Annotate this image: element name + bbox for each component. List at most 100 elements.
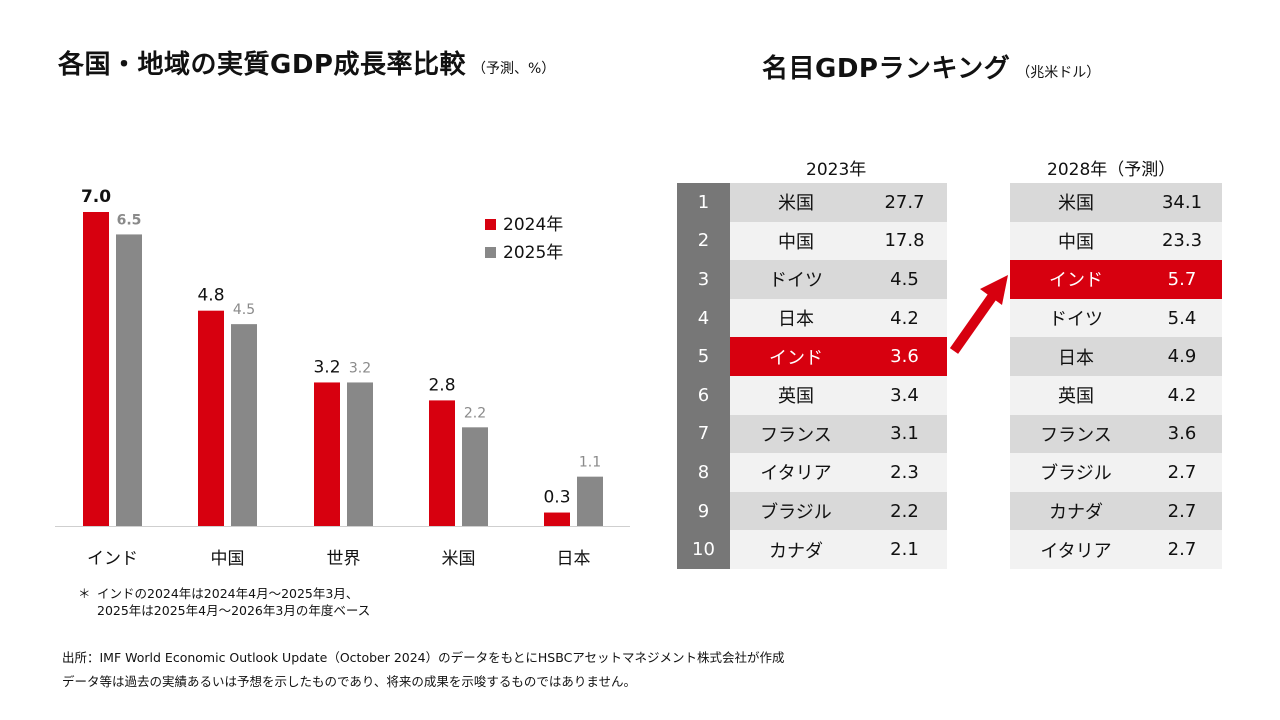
bar-2024-1 [198, 310, 224, 526]
bar-2025-4 [577, 476, 603, 526]
table-row: フランス 3.6 [1010, 414, 1222, 454]
chart-title-unit: （予測、%） [471, 61, 556, 77]
table-row: 英国 4.2 [1010, 376, 1222, 415]
table-row: カナダ 2.7 [1010, 491, 1222, 531]
country-name: ドイツ [730, 260, 862, 299]
legend-swatch-0 [485, 219, 496, 230]
data-label-2025-2: 3.2 [349, 360, 371, 376]
rank-number: 2 [677, 221, 730, 261]
data-label-2025-1: 4.5 [233, 302, 255, 318]
country-name: 中国 [730, 221, 862, 261]
gdp-value: 17.8 [862, 221, 947, 261]
rank-number: 7 [677, 414, 730, 454]
gdp-value: 4.5 [862, 260, 947, 299]
country-name: ドイツ [1010, 298, 1142, 338]
table-row: 8 イタリア 2.3 [677, 453, 947, 492]
source-note: 出所：IMF World Economic Outlook Update（Oct… [62, 650, 785, 665]
table-row: 10 カナダ 2.1 [677, 530, 947, 569]
table-row: ブラジル 2.7 [1010, 453, 1222, 492]
country-name: カナダ [1010, 491, 1142, 531]
table-row: 7 フランス 3.1 [677, 414, 947, 454]
category-label-4: 日本 [557, 549, 591, 569]
data-label-2024-4: 0.3 [543, 488, 570, 508]
table-row: イタリア 2.7 [1010, 530, 1222, 569]
disclaimer: データ等は過去の実績あるいは予想を示したものであり、将来の成果を示唆するものでは… [62, 674, 637, 689]
bar-2025-0 [116, 234, 142, 526]
table-row: 6 英国 3.4 [677, 376, 947, 415]
gdp-value: 4.2 [1142, 376, 1222, 415]
country-name: カナダ [730, 530, 862, 569]
table-row: 日本 4.9 [1010, 337, 1222, 376]
bar-2024-3 [429, 400, 455, 526]
category-label-1: 中国 [211, 549, 245, 569]
ranking-table-2028: 米国 34.1 中国 23.3 インド 5.7 ドイツ 5.4 日本 4.9 英国 4.2 フランス 3.… [1010, 183, 1222, 569]
legend-swatch-1 [485, 247, 496, 258]
gdp-value: 5.7 [1142, 260, 1222, 299]
country-name: 英国 [730, 376, 862, 415]
country-name: ブラジル [1010, 453, 1142, 492]
country-name: フランス [730, 414, 862, 454]
country-name: イタリア [730, 453, 862, 492]
footnote-asterisk: ＊ [78, 586, 91, 601]
ranking-title-unit: （兆米ドル） [1016, 65, 1101, 81]
gdp-value: 2.3 [862, 453, 947, 492]
country-name: 日本 [730, 298, 862, 338]
country-name: 英国 [1010, 376, 1142, 415]
bar-2025-2 [347, 382, 373, 526]
left-title: 各国・地域の実質GDP成長率比較 （予測、%） [58, 44, 555, 81]
country-name: 中国 [1010, 221, 1142, 261]
gdp-growth-bar-chart: 7.0 4.8 3.2 2.8 0.3 6.5 4.5 3.2 2.2 1.1 インド 中国 世界 米国 日… [55, 187, 630, 569]
rank-number: 10 [677, 530, 730, 569]
rank-number: 5 [677, 337, 730, 376]
gdp-value: 2.7 [1142, 491, 1222, 531]
gdp-value: 2.1 [862, 530, 947, 569]
country-name: フランス [1010, 414, 1142, 454]
gdp-value: 2.7 [1142, 453, 1222, 492]
table-row: 4 日本 4.2 [677, 298, 947, 338]
data-label-2024-1: 4.8 [197, 286, 224, 306]
table-row: 中国 23.3 [1010, 221, 1222, 261]
rank-number: 1 [677, 183, 730, 222]
rank-up-arrow-icon [949, 275, 1008, 354]
country-name: ブラジル [730, 491, 862, 531]
table-row: 2 中国 17.8 [677, 221, 947, 261]
table-row: 9 ブラジル 2.2 [677, 491, 947, 531]
gdp-value: 3.4 [862, 376, 947, 415]
rank-number: 9 [677, 491, 730, 531]
table-row: 米国 34.1 [1010, 183, 1222, 222]
ranking-title: 名目GDPランキング [762, 54, 1011, 84]
country-name: 米国 [730, 183, 862, 222]
country-name: 日本 [1010, 337, 1142, 376]
footnote-line1: インドの2024年は2024年4月～2025年3月、 [97, 586, 359, 601]
gdp-value: 3.6 [862, 337, 947, 376]
country-name: インド [730, 337, 862, 376]
category-label-3: 米国 [442, 549, 476, 569]
gdp-value: 2.7 [1142, 530, 1222, 569]
category-label-0: インド [87, 549, 138, 569]
rank-number: 3 [677, 260, 730, 299]
gdp-value: 34.1 [1142, 183, 1222, 222]
gdp-value: 27.7 [862, 183, 947, 222]
data-label-2025-0: 6.5 [117, 212, 142, 228]
table-row: 1 米国 27.7 [677, 183, 947, 222]
gdp-value: 5.4 [1142, 298, 1222, 338]
data-label-2024-2: 3.2 [313, 357, 340, 377]
data-label-2025-3: 2.2 [464, 405, 486, 421]
right-title: 名目GDPランキング （兆米ドル） [762, 48, 1100, 85]
bar-2024-0 [83, 212, 109, 526]
bar-2024-2 [314, 382, 340, 526]
chart-title: 各国・地域の実質GDP成長率比較 [58, 50, 466, 80]
gdp-value: 3.1 [862, 414, 947, 454]
country-name: イタリア [1010, 530, 1142, 569]
data-label-2024-0: 7.0 [81, 187, 111, 207]
ranking-table-2023: 1 米国 27.7 2 中国 17.8 3 ドイツ 4.5 4 日本 4.2 5 インド 3.6 6 英国 3.4… [677, 183, 947, 569]
gdp-value: 2.2 [862, 491, 947, 531]
rank-number: 4 [677, 298, 730, 338]
legend-label-1: 2025年 [503, 243, 563, 263]
footnote-line2: 2025年は2025年4月～2026年3月の年度ベース [97, 603, 371, 618]
country-name: インド [1010, 260, 1142, 299]
gdp-value: 4.2 [862, 298, 947, 338]
bar-2025-3 [462, 427, 488, 526]
rank-number: 8 [677, 453, 730, 492]
year-2023-label: 2023年 [806, 160, 867, 180]
